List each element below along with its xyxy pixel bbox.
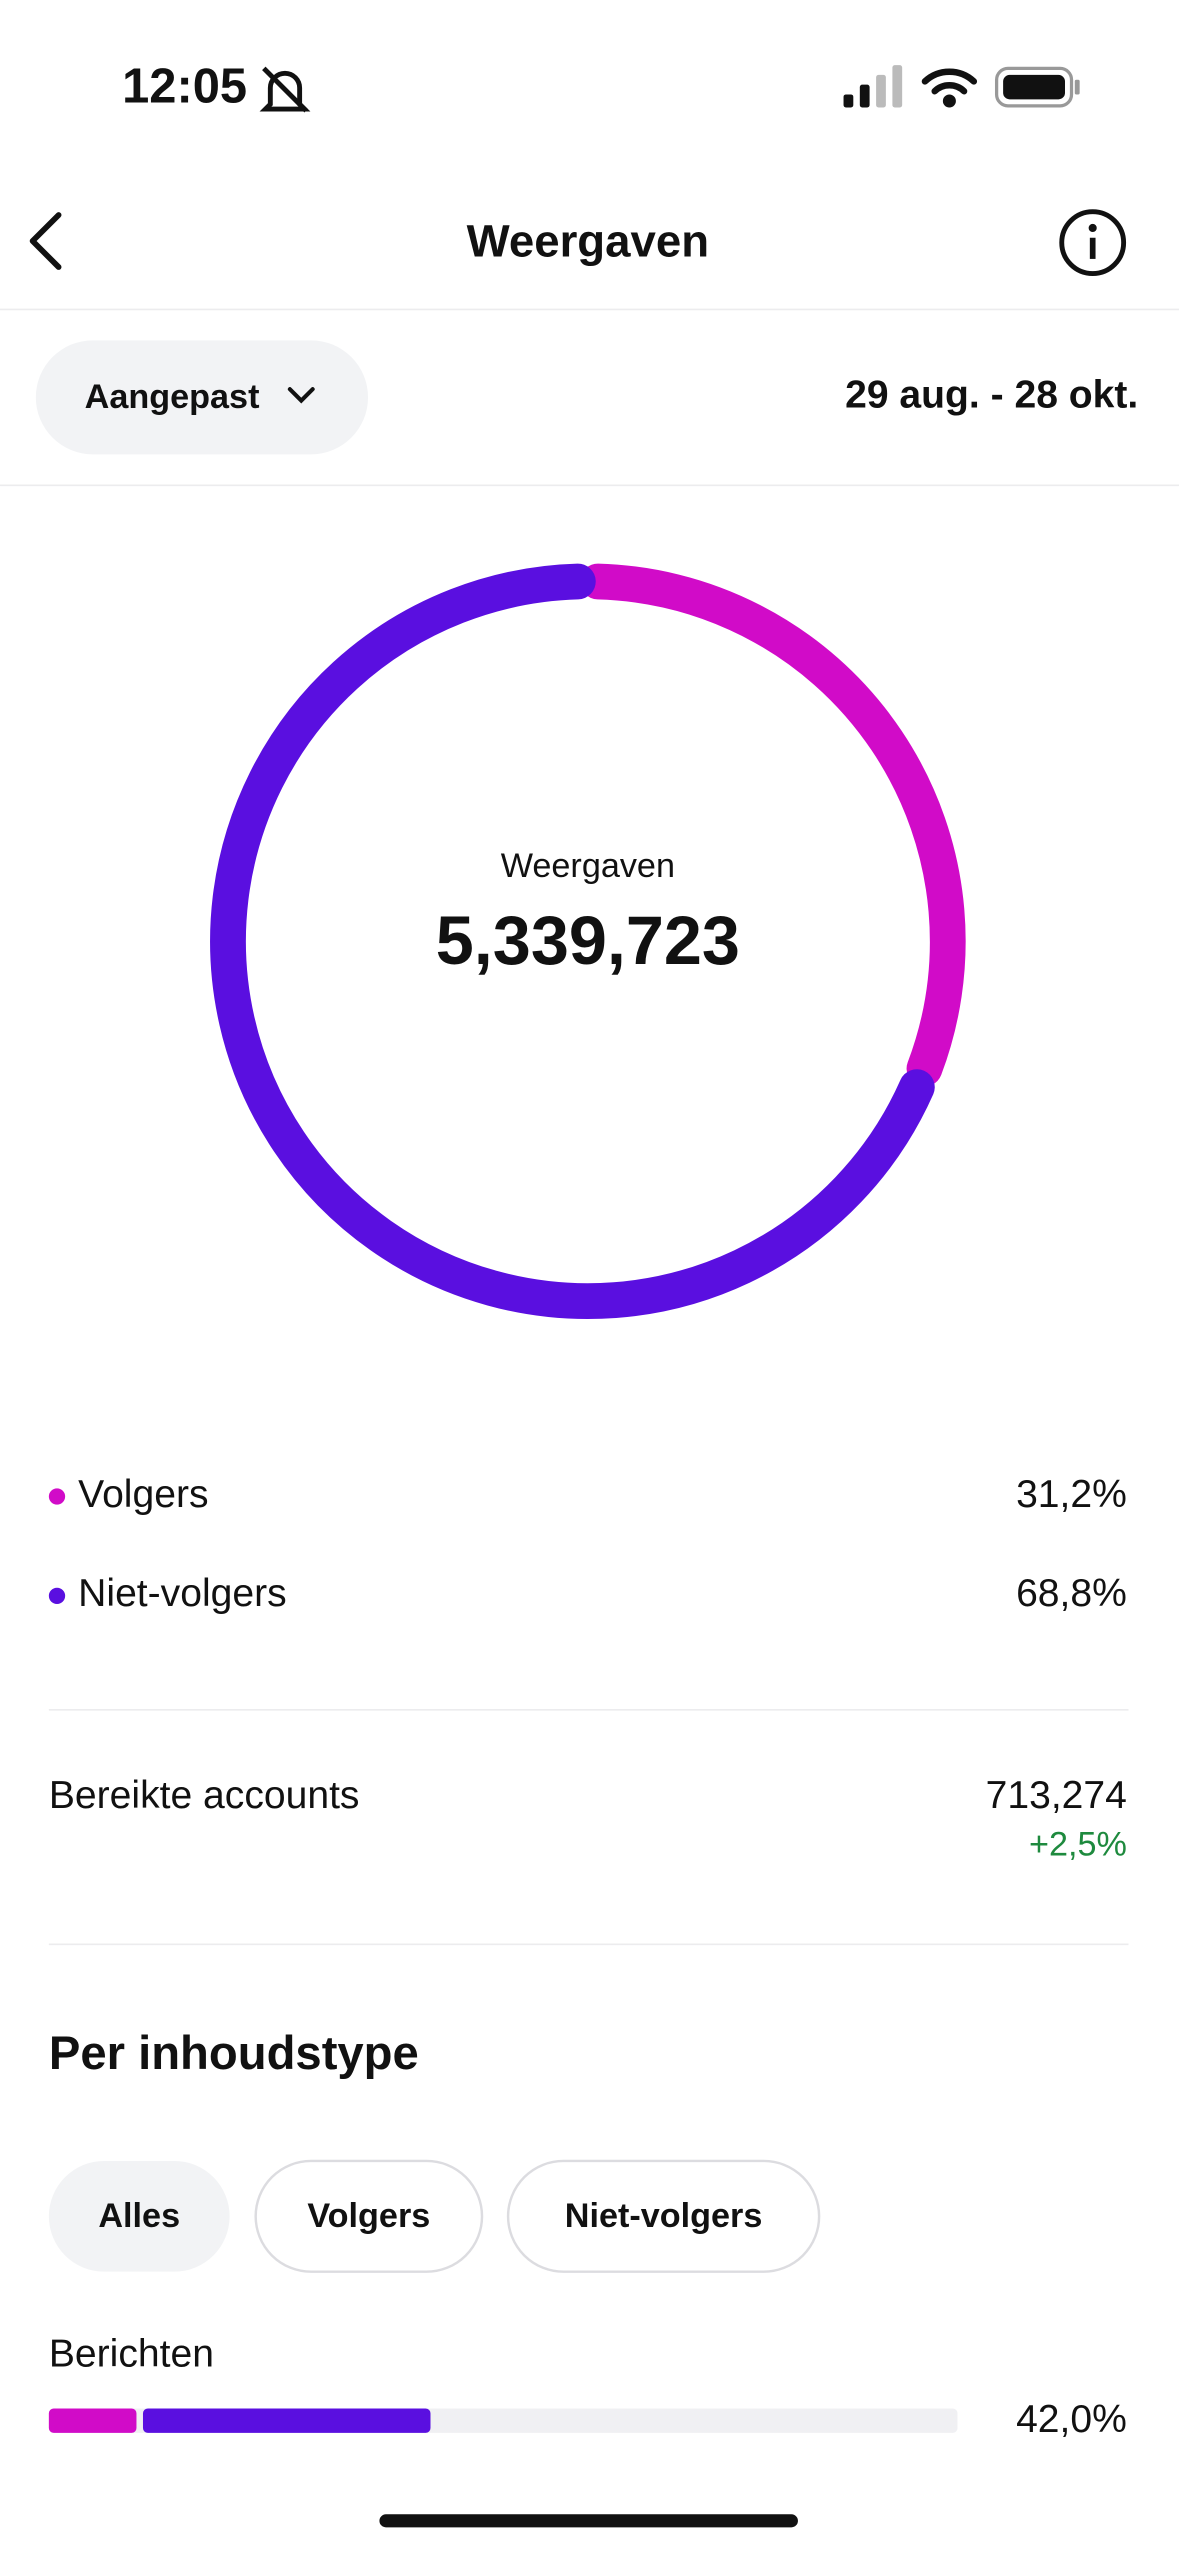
legend-dot	[48, 1587, 66, 1605]
battery-icon	[994, 66, 1080, 108]
filter-tab-label: Niet-volgers	[565, 2197, 763, 2235]
legend-value: 68,8%	[1016, 1572, 1127, 1615]
filter-tab[interactable]	[506, 2159, 821, 2273]
date-range: 29 aug. - 28 okt.	[845, 374, 1138, 417]
mute-bell-icon	[259, 66, 311, 113]
donut-center-value: 5,339,723	[436, 903, 740, 979]
legend-label: Niet-volgers	[78, 1572, 286, 1615]
signal-icon	[843, 65, 903, 108]
donut-segment	[580, 563, 966, 1087]
filter-tab-label: Volgers	[307, 2197, 430, 2235]
legend-value: 31,2%	[1016, 1473, 1127, 1516]
reach-change: +2,5%	[1029, 1826, 1127, 1864]
bar-segment	[48, 2408, 137, 2433]
legend-label: Volgers	[78, 1473, 208, 1516]
filter-tab-label: Alles	[98, 2197, 180, 2235]
donut-center-label: Weergaven	[501, 847, 675, 885]
status-time: 12:05	[122, 59, 247, 113]
reach-value: 713,274	[986, 1774, 1127, 1817]
back-button[interactable]	[29, 212, 62, 270]
info-button[interactable]	[1059, 209, 1127, 277]
page-title: Weergaven	[467, 215, 709, 266]
wifi-icon	[921, 68, 978, 108]
bar-segment	[142, 2408, 431, 2433]
donut-segment	[210, 563, 935, 1319]
content-row-value: 42,0%	[1016, 2398, 1127, 2441]
section-title: Per inhoudstype	[49, 2027, 419, 2080]
filter-tab[interactable]	[48, 2160, 230, 2272]
reach-label: Bereikte accounts	[49, 1774, 360, 1817]
filter-label: Aangepast	[85, 378, 260, 416]
filter-dropdown[interactable]: Aangepast	[35, 340, 369, 455]
filter-tab[interactable]	[254, 2159, 484, 2273]
legend-dot	[48, 1488, 66, 1505]
content-row-label: Berichten	[49, 2333, 214, 2376]
home-indicator	[379, 2514, 798, 2528]
